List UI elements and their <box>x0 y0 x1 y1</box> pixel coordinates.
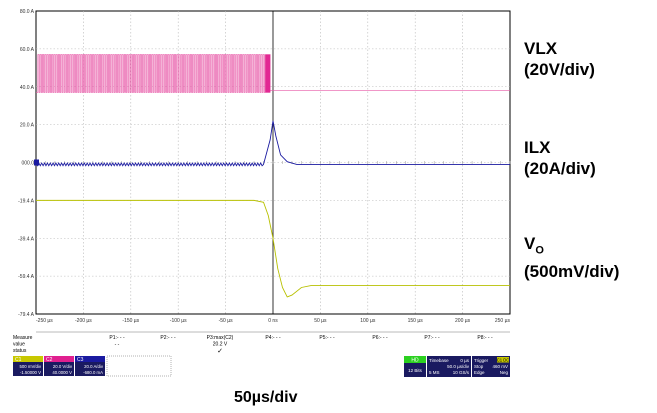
timebase-title: Timebase <box>429 358 449 363</box>
x-tick-labels: -250 µs -200 µs -150 µs -100 µs -50 µs 0 ns 50… <box>36 318 510 324</box>
y-tick-label: 20.0 A <box>20 123 35 129</box>
x-tick-label: 100 µs <box>360 318 376 324</box>
measure-param: P6:- - - <box>372 335 388 341</box>
x-tick-label: 200 µs <box>455 318 471 324</box>
ilx-trace <box>35 120 510 167</box>
vlx-scale: (20V/div) <box>524 60 595 79</box>
x-tick-label: 0 ns <box>268 318 278 324</box>
trigger-mode: Stop <box>474 364 484 369</box>
x-tick-label: 50 µs <box>314 318 327 324</box>
x-tick-label: -200 µs <box>75 318 92 324</box>
channel-body <box>44 362 74 376</box>
vo-scale: (500mV/div) <box>524 262 620 282</box>
hd-label: HD <box>411 358 419 364</box>
channel-body <box>75 362 105 376</box>
hd-bits: 12 Bits <box>408 368 423 373</box>
x-tick-label: 250 µs <box>495 318 511 324</box>
trigger-chan: C1 DC <box>497 358 510 363</box>
ilx-scale: (20A/div) <box>524 159 596 178</box>
measure-param: P3:max(C2) <box>207 335 234 341</box>
vo-subscript: O <box>535 244 544 257</box>
time-per-division-label: 50µs/div <box>234 389 298 406</box>
measure-row-label: value <box>13 342 25 348</box>
vo-label: VO (500mV/div) <box>524 233 619 282</box>
y-tick-label: 80.0 A <box>20 9 35 15</box>
measure-row-label: status <box>13 348 27 354</box>
measure-value-p3: 20.2 V <box>213 342 228 348</box>
vo-name: VO <box>524 234 544 257</box>
vlx-trace <box>36 54 510 93</box>
hd-bits-box <box>404 363 426 377</box>
measure-value-p1: - - <box>115 342 120 348</box>
vlx-burst <box>265 54 271 93</box>
y-tick-label: -39.4 A <box>18 236 35 242</box>
channel-id: C3 <box>77 357 84 363</box>
channel-header <box>44 356 74 362</box>
channel-body <box>13 362 43 376</box>
x-tick-label: -100 µs <box>170 318 187 324</box>
measure-row-label: Measure <box>13 335 33 341</box>
timebase-rate: 10 GS/s <box>453 370 470 375</box>
traces <box>34 54 510 298</box>
measure-param: P5:- - - <box>319 335 335 341</box>
ilx-label: ILX (20A/div) <box>524 137 596 179</box>
measure-param: P1:- - - <box>109 335 125 341</box>
channel-vdiv: 20.0 V/div <box>53 364 73 369</box>
ilx-ground-marker <box>34 159 39 166</box>
timebase-samples: 5 MS <box>429 370 440 375</box>
trigger-title: Trigger <box>474 358 489 363</box>
vo-trace <box>36 199 510 298</box>
channel-offset: -1.50000 V <box>20 370 41 375</box>
channel-header <box>75 356 105 362</box>
y-tick-label: 60.0 A <box>20 47 35 53</box>
timebase-per-div: 50.0 µs/div <box>447 364 470 369</box>
measure-param: P4:- - - <box>265 335 281 341</box>
timebase-delay: 0 µs <box>460 358 469 363</box>
hd-badge <box>404 356 426 363</box>
measure-param: P8:- - - <box>477 335 493 341</box>
measure-status-p3: ✓ <box>217 348 223 355</box>
timebase-box <box>427 356 471 377</box>
channel-offset: -680.0 mA <box>83 370 103 375</box>
trigger-type: Edge <box>474 370 485 375</box>
empty-channel-slot <box>106 355 172 377</box>
x-tick-label: -250 µs <box>36 318 53 324</box>
measure-param: P2:- - - <box>160 335 176 341</box>
trigger-level: 460 mV <box>492 364 508 369</box>
x-tick-label: 150 µs <box>408 318 424 324</box>
measure-param: P7:- - - <box>424 335 440 341</box>
y-tick-label: -79.4 A <box>18 312 35 318</box>
channel-id: C2 <box>46 357 53 363</box>
y-tick-label: 000.0 <box>21 161 34 167</box>
x-tick-label: -150 µs <box>122 318 139 324</box>
vlx-name: VLX <box>524 39 558 58</box>
channel-header <box>13 356 43 362</box>
channel-offset: 40.0000 V <box>52 370 72 375</box>
ilx-name: ILX <box>524 138 551 157</box>
trigger-chan-badge <box>497 357 509 363</box>
y-tick-label: -59.4 A <box>18 274 35 280</box>
y-tick-label: -19.4 A <box>18 198 35 204</box>
channel-id: C1 <box>15 357 22 363</box>
x-tick-label: -50 µs <box>219 318 233 324</box>
channel-vdiv: 20.0 A/div <box>84 364 104 369</box>
channel-vdiv: 500 mV/div <box>20 364 42 369</box>
trigger-slope: Neg <box>500 370 509 375</box>
y-tick-label: 40.0 A <box>20 85 35 91</box>
y-tick-labels: 80.0 A 60.0 A 40.0 A 20.0 A 000.0 -19.4 A -39.… <box>18 9 35 318</box>
vlx-label: VLX (20V/div) <box>524 38 595 80</box>
